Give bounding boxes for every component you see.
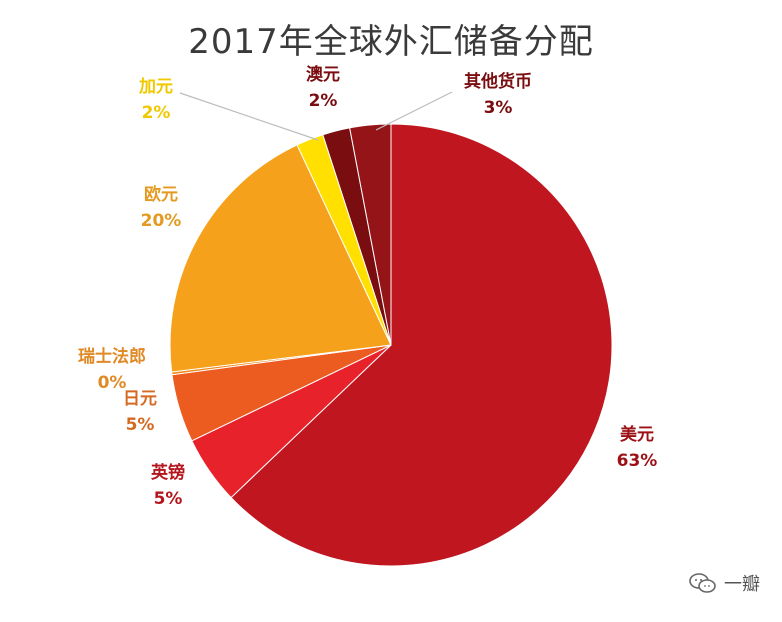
wechat-icon — [689, 573, 716, 593]
slice-percent-label: 5% — [154, 489, 183, 509]
slice-percent-label: 3% — [484, 98, 513, 118]
pie-slice — [169, 144, 392, 373]
slice-percent-label: 0% — [98, 373, 127, 393]
pie-slice — [349, 123, 392, 346]
watermark: 一瓣 — [688, 570, 760, 596]
slice-label: 其他货币 — [464, 71, 532, 92]
slice-label: 加元 — [138, 77, 173, 97]
leader-line — [179, 92, 319, 141]
watermark-text: 一瓣 — [724, 574, 760, 595]
slice-percent-label: 20% — [141, 211, 182, 231]
slice-label: 美元 — [620, 424, 654, 445]
slice-label: 欧元 — [144, 184, 178, 205]
slice-percent-label: 63% — [617, 451, 658, 471]
slice-percent-label: 5% — [126, 415, 155, 435]
slice-percent-label: 2% — [309, 91, 338, 111]
leader-line — [375, 91, 453, 131]
slice-label: 日元 — [123, 389, 157, 409]
pie-slice — [230, 123, 613, 567]
slice-label: 瑞士法郎 — [78, 346, 146, 367]
chart-title: 2017年全球外汇储备分配 — [188, 22, 594, 62]
slice-percent-label: 2% — [142, 103, 171, 123]
slice-label: 澳元 — [306, 64, 340, 85]
slice-label: 英镑 — [151, 462, 185, 483]
